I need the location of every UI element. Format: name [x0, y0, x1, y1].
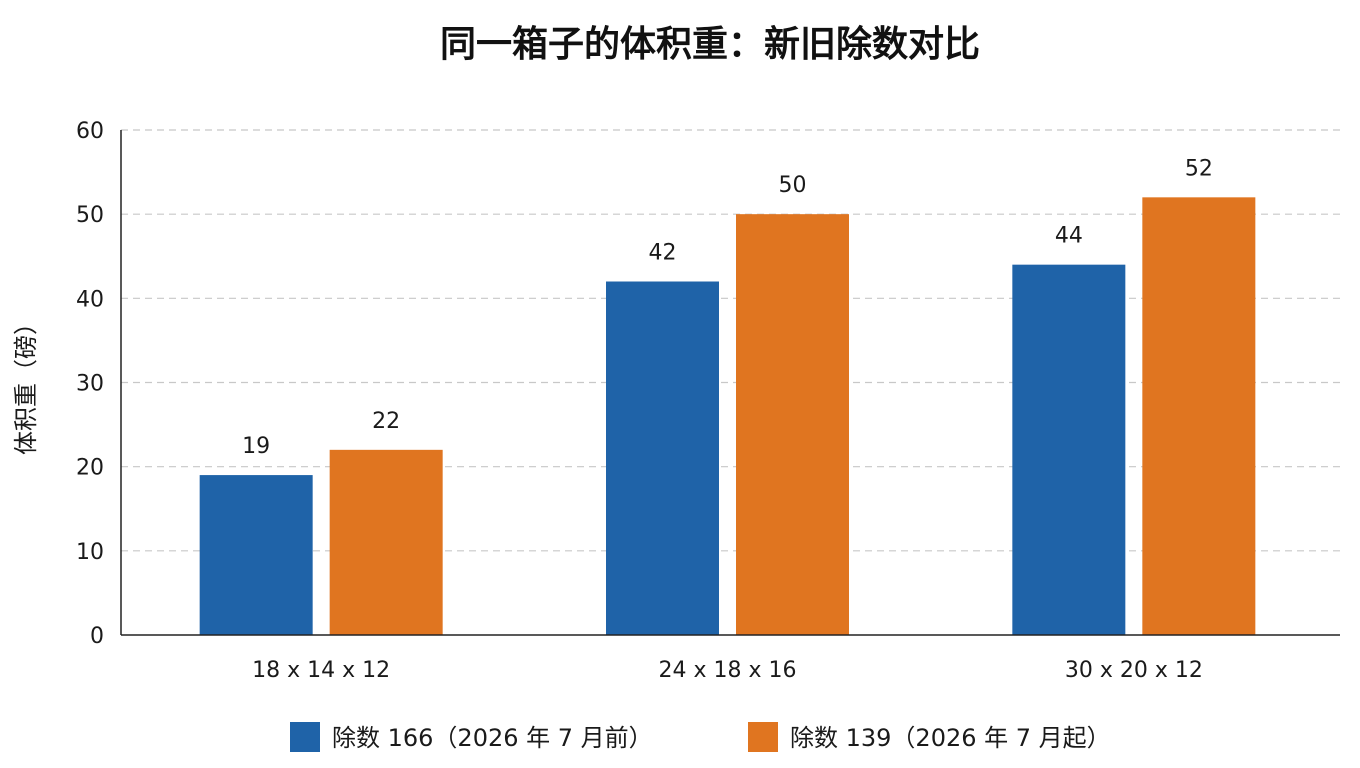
bar-series-1-cat-1	[199, 475, 313, 635]
x-category-label: 30 x 20 x 12	[1065, 658, 1203, 683]
x-category-label: 18 x 14 x 12	[252, 658, 390, 683]
bar-series-1-cat-3	[1012, 264, 1126, 635]
data-label: 44	[1055, 224, 1083, 249]
x-category-label: 24 x 18 x 16	[659, 658, 797, 683]
category-labels: 18 x 14 x 12 24 x 18 x 16 30 x 20 x 12	[252, 658, 1203, 683]
data-label: 52	[1185, 156, 1213, 181]
bar-series-2-cat-2	[736, 214, 849, 635]
bars	[199, 197, 1256, 636]
legend-label-series-2: 除数 139（2026 年 7 月起）	[790, 724, 1111, 752]
data-label: 22	[372, 409, 400, 434]
legend: 除数 166（2026 年 7 月前） 除数 139（2026 年 7 月起）	[290, 722, 1111, 752]
y-tick-label: 60	[76, 119, 104, 144]
data-labels: 19 22 42 50 44 52	[242, 156, 1213, 459]
y-tick-label: 0	[90, 624, 104, 649]
y-tick-labels: 0 10 20 30 40 50 60	[76, 119, 104, 649]
y-tick-label: 40	[76, 287, 104, 312]
data-label: 19	[242, 434, 270, 459]
y-tick-label: 30	[76, 372, 104, 397]
data-label: 42	[649, 241, 677, 266]
y-tick-label: 10	[76, 540, 104, 565]
bar-series-2-cat-1	[329, 449, 443, 635]
data-label: 50	[779, 173, 807, 198]
chart-title: 同一箱子的体积重：新旧除数对比	[440, 24, 980, 65]
y-axis-label: 体积重（磅）	[12, 311, 40, 455]
y-tick-label: 20	[76, 456, 104, 481]
bar-series-2-cat-3	[1142, 197, 1256, 636]
legend-label-series-1: 除数 166（2026 年 7 月前）	[332, 724, 653, 752]
legend-swatch-series-1	[290, 722, 320, 752]
bar-series-1-cat-2	[606, 281, 719, 635]
y-tick-label: 50	[76, 203, 104, 228]
legend-swatch-series-2	[748, 722, 778, 752]
